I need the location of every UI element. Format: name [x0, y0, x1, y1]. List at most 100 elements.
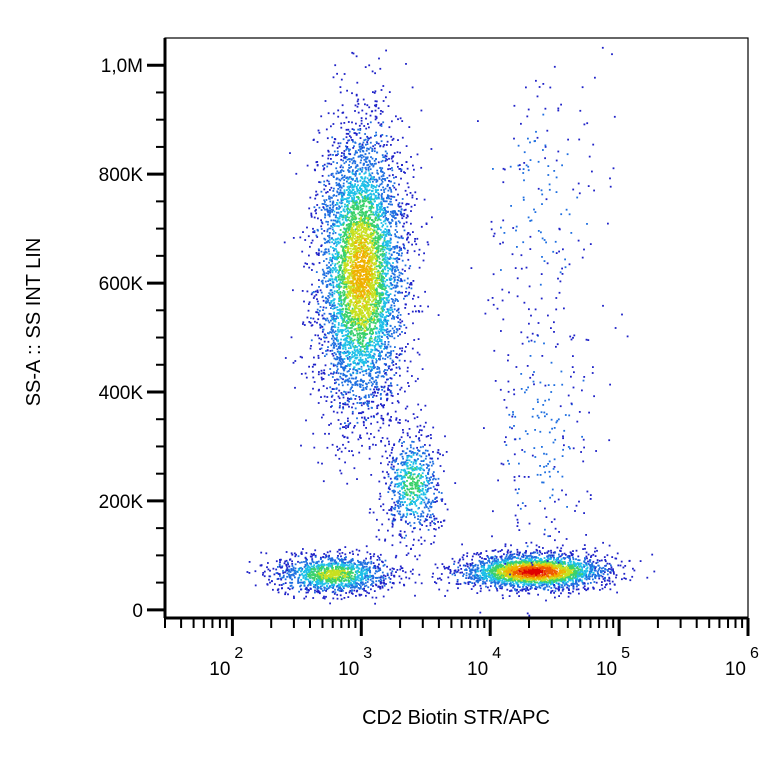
data-point-pop0 — [354, 273, 357, 276]
data-point-pop0 — [351, 307, 354, 310]
data-point-pop0 — [357, 327, 360, 329]
data-point-pop0 — [314, 290, 317, 293]
data-point-pop0 — [366, 197, 369, 199]
data-point-pop0 — [344, 203, 346, 206]
data-point-pop0 — [368, 281, 370, 283]
data-point-pop0 — [359, 147, 362, 150]
data-point-pop0 — [345, 352, 347, 354]
data-point-pop0 — [371, 277, 373, 279]
data-point-pop0 — [407, 313, 410, 315]
data-point-pop0 — [350, 269, 352, 271]
data-point-pop0 — [319, 306, 322, 308]
data-point-pop0 — [339, 469, 342, 472]
data-point-pop0 — [417, 403, 420, 406]
data-point-pop0 — [357, 294, 360, 297]
data-point-pop0 — [371, 275, 374, 278]
data-point-pop0 — [375, 243, 378, 245]
data-point-pop0 — [368, 259, 371, 262]
data-point-pop0 — [369, 374, 372, 377]
data-point-pop0 — [374, 290, 376, 293]
data-point-pop0 — [358, 299, 361, 302]
data-point-pop0 — [387, 315, 390, 317]
data-point-pop0 — [397, 314, 399, 317]
data-point-pop0 — [360, 274, 363, 277]
data-point-pop0 — [359, 224, 362, 227]
data-point-pop0 — [370, 186, 373, 189]
data-point-pop0 — [333, 352, 336, 354]
data-point-pop0 — [344, 278, 347, 280]
data-point-pop0 — [399, 248, 401, 251]
data-point-pop0 — [361, 384, 364, 387]
data-point-pop0 — [356, 336, 359, 339]
data-point-pop0 — [372, 298, 375, 301]
data-point-pop0 — [388, 365, 391, 368]
data-point-pop0 — [353, 237, 356, 240]
data-point-pop0 — [328, 321, 331, 324]
data-point-pop0 — [373, 256, 376, 259]
data-point-pop0 — [343, 190, 346, 192]
data-point-pop0 — [348, 232, 351, 235]
data-point-pop0 — [323, 183, 326, 186]
data-point-pop0 — [351, 227, 353, 229]
data-point-pop0 — [378, 299, 381, 302]
data-point-pop0 — [408, 126, 411, 128]
data-point-pop0 — [391, 327, 394, 330]
data-point-pop0 — [349, 182, 352, 185]
data-point-pop0 — [352, 278, 355, 280]
data-point-pop0 — [343, 152, 345, 155]
data-point-pop0 — [336, 225, 338, 227]
data-point-pop0 — [360, 184, 363, 187]
data-point-pop0 — [377, 241, 380, 244]
data-point-pop0 — [344, 257, 347, 260]
data-point-pop0 — [359, 305, 362, 307]
data-point-pop0 — [337, 322, 340, 324]
data-point-pop0 — [350, 230, 352, 233]
data-point-pop0 — [366, 333, 369, 335]
data-point-pop0 — [357, 239, 360, 241]
data-point-pop0 — [346, 399, 349, 402]
data-point-pop0 — [351, 189, 354, 191]
data-point-pop0 — [366, 135, 369, 138]
data-point-pop0 — [364, 281, 367, 283]
data-point-pop0 — [335, 276, 338, 279]
data-point-pop0 — [365, 354, 368, 357]
data-point-pop0 — [353, 328, 356, 331]
data-point-pop0 — [365, 158, 367, 160]
data-point-pop0 — [357, 328, 360, 331]
data-point-pop0 — [338, 356, 341, 359]
data-point-pop0 — [345, 286, 348, 288]
data-point-pop0 — [370, 202, 372, 205]
data-point-pop0 — [391, 308, 394, 311]
data-point-pop0 — [359, 334, 361, 337]
data-point-pop0 — [340, 308, 342, 311]
data-point-pop0 — [306, 164, 309, 167]
data-point-pop0 — [373, 186, 376, 188]
data-point-pop0 — [333, 388, 335, 390]
data-point-pop0 — [361, 266, 364, 269]
data-point-pop0 — [336, 283, 338, 286]
data-point-pop0 — [347, 182, 350, 185]
data-point-pop0 — [346, 204, 349, 206]
data-point-pop0 — [380, 123, 383, 125]
data-point-pop0 — [337, 326, 340, 329]
data-point-pop0 — [399, 347, 401, 350]
data-point-pop0 — [352, 236, 354, 239]
data-point-pop0 — [371, 268, 374, 271]
data-point-pop0 — [365, 191, 368, 193]
data-point-pop0 — [371, 278, 374, 281]
data-point-pop0 — [386, 225, 389, 228]
data-point-pop0 — [358, 278, 360, 281]
data-point-pop0 — [363, 179, 366, 182]
data-point-pop0 — [357, 233, 359, 236]
data-point-pop0 — [387, 384, 390, 387]
data-point-pop0 — [317, 389, 320, 392]
data-point-pop0 — [346, 186, 349, 188]
data-point-pop0 — [371, 257, 374, 260]
data-point-pop0 — [320, 291, 323, 294]
data-point-pop0 — [377, 224, 379, 227]
data-point-pop0 — [361, 370, 364, 373]
data-point-pop0 — [352, 371, 355, 374]
data-point-pop0 — [352, 260, 355, 263]
data-point-pop0 — [340, 78, 343, 81]
data-point-pop0 — [342, 166, 344, 169]
